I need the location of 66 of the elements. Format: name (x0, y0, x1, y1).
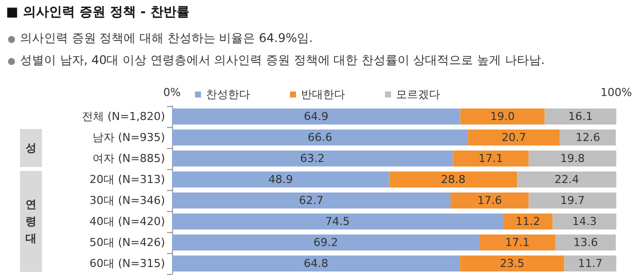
data-label: 20.7 (502, 131, 526, 144)
y-tick-label: 40대 (N=420) (89, 215, 165, 228)
bar (452, 150, 529, 166)
bar (172, 192, 451, 208)
text: 연령대 (26, 198, 36, 245)
y-tick-label: 60대 (N=315) (89, 257, 165, 270)
data-label: 17.1 (505, 236, 530, 249)
bar (468, 130, 560, 146)
bar (172, 150, 453, 166)
y-tick-label: 여자 (N=885) (92, 152, 165, 165)
data-label: 63.2 (300, 152, 325, 165)
data-label: 48.9 (268, 173, 293, 186)
data-label: 19.8 (560, 152, 585, 165)
bar (555, 234, 616, 250)
data-label: 16.1 (568, 110, 593, 123)
y-tick-label: 50대 (N=426) (89, 236, 165, 249)
data-label: 74.5 (325, 215, 350, 228)
bar (172, 172, 390, 188)
bar (479, 234, 556, 250)
x-tick-label: 100% (600, 86, 632, 99)
data-label: 17.1 (478, 152, 504, 165)
legend-label: 모르겠다 (396, 88, 440, 101)
bar (460, 256, 564, 272)
bar (544, 108, 616, 124)
data-label: 69.2 (313, 236, 338, 249)
bar (517, 172, 616, 188)
chart-title: ■ 의사인력 증원 정책 - 찬반률 (6, 5, 190, 20)
data-label: 62.7 (299, 194, 324, 207)
data-label: 13.6 (573, 236, 598, 249)
data-label: 19.7 (560, 194, 585, 207)
data-label: 12.6 (576, 131, 600, 144)
bar (172, 256, 460, 272)
bar (172, 130, 468, 146)
data-label: 22.4 (554, 173, 579, 186)
y-tick-label: 남자 (N=935) (92, 131, 165, 144)
data-label: 19.0 (490, 110, 515, 123)
bar (528, 150, 616, 166)
bar (552, 214, 616, 230)
x-tick-label: 0% (163, 86, 181, 99)
data-label: 64.9 (304, 110, 328, 123)
text: 성별이 남자, 40대 이상 연령층에서 의사인력 증원 정책에 대한 찬성률이 상대적으로 높게 나타남. (20, 53, 545, 67)
data-label: 11.2 (516, 215, 540, 228)
bar (172, 214, 503, 230)
y-tick-label: 전체 (N=1,820) (82, 110, 165, 123)
data-label: 28.8 (440, 173, 466, 186)
data-label: 14.3 (572, 215, 597, 228)
chart-subtitle: 의사인력 증원 정책에 대해 찬성하는 비율은 64.9%임. (20, 31, 313, 45)
data-label: 66.6 (308, 131, 332, 144)
data-label: 64.8 (304, 257, 328, 270)
bar (389, 172, 518, 188)
bar (172, 108, 460, 124)
data-label: 17.6 (477, 194, 502, 207)
data-label: 11.7 (578, 257, 603, 270)
bar (528, 192, 616, 208)
bar (502, 214, 553, 230)
legend-label: 찬성한다 (206, 88, 250, 101)
bar (460, 108, 545, 124)
y-tick-label: 30대 (N=346) (89, 194, 165, 207)
legend-label: 반대한다 (301, 88, 345, 101)
text: 성 (26, 142, 36, 154)
data-label: 23.5 (500, 257, 524, 270)
bar (560, 130, 616, 146)
bar (172, 234, 480, 250)
bar (450, 192, 529, 208)
bar (564, 256, 616, 272)
y-tick-label: 20대 (N=313) (89, 173, 165, 186)
